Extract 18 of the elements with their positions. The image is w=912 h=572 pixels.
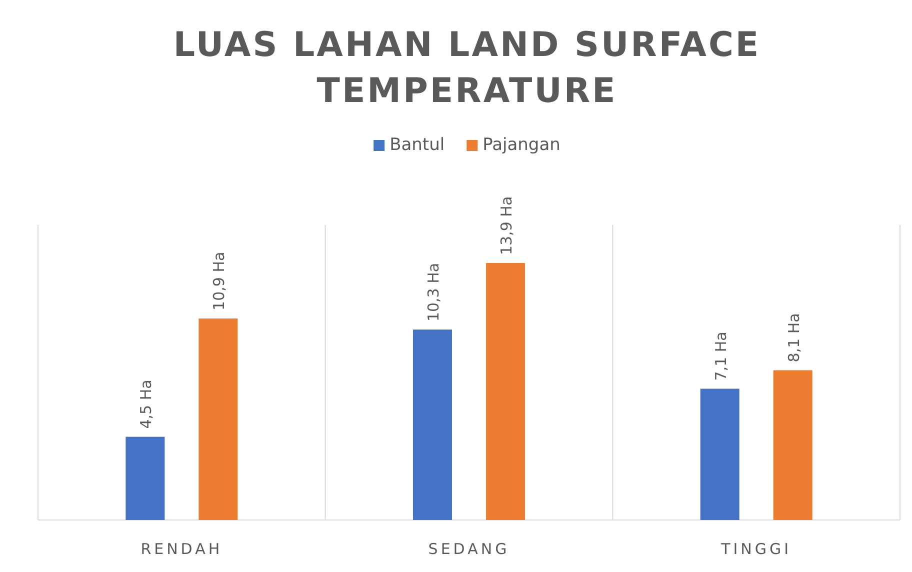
legend-label: Pajangan	[482, 135, 560, 155]
x-tick-label: TINGGI	[720, 540, 792, 558]
bar	[773, 370, 812, 520]
data-label: 4,5 Ha	[137, 380, 156, 429]
legend-label: Bantul	[390, 135, 445, 155]
bar	[126, 436, 165, 520]
bar	[700, 388, 740, 520]
data-label: 7,1 Ha	[712, 332, 730, 381]
bar	[198, 318, 238, 520]
x-tick-label: SEDANG	[428, 540, 510, 558]
bar	[413, 330, 452, 520]
bar	[486, 263, 525, 520]
x-tick-label: RENDAH	[140, 540, 223, 558]
data-label: 13,9 Ha	[498, 196, 516, 255]
data-label: 8,1 Ha	[784, 313, 803, 362]
data-label: 10,3 Ha	[424, 262, 442, 322]
data-label: 10,9 Ha	[210, 252, 228, 310]
chart-title: LUAS LAHAN LAND SURFACE TEMPERATURE	[173, 25, 761, 111]
